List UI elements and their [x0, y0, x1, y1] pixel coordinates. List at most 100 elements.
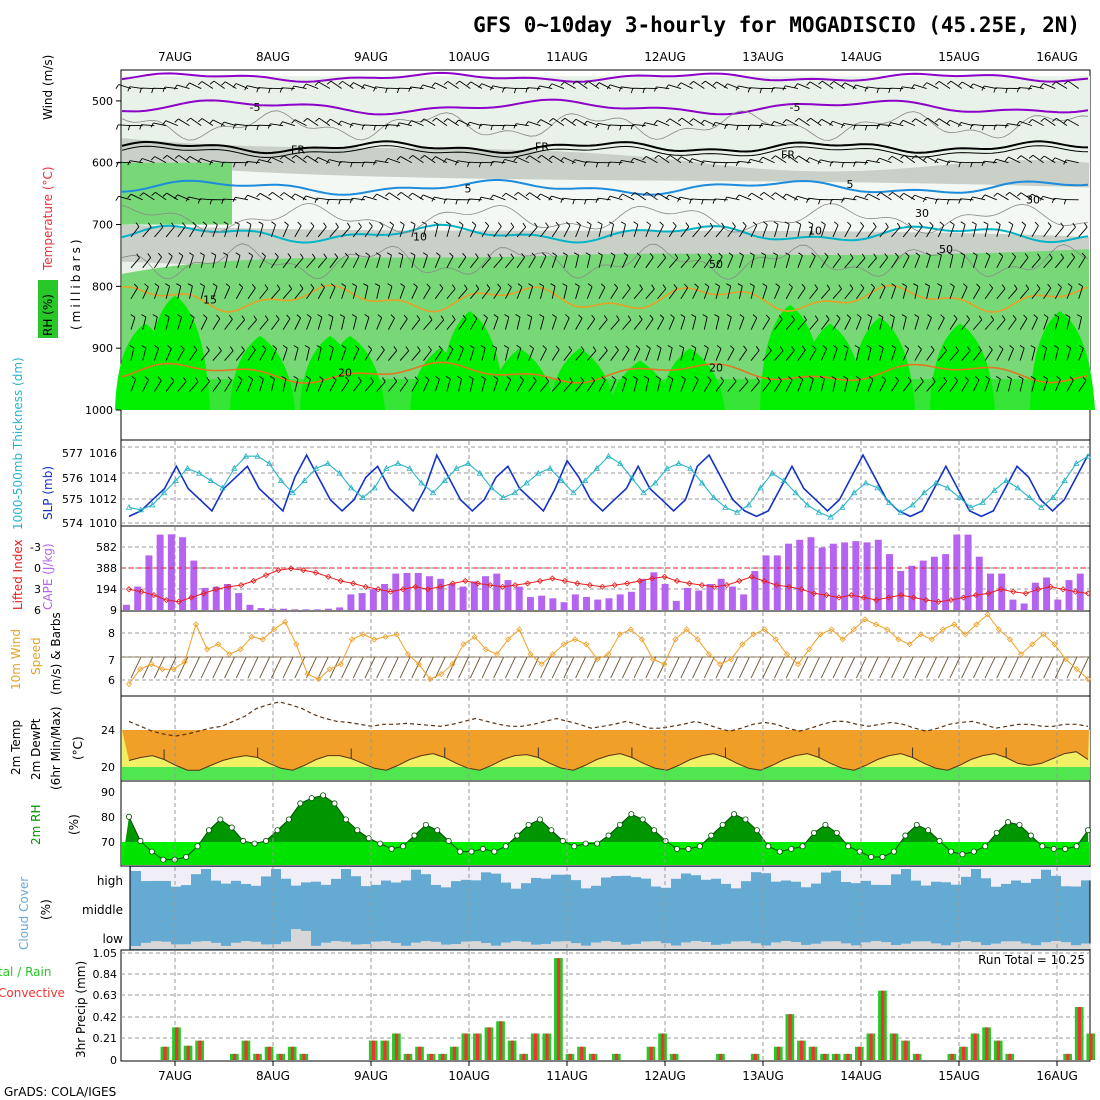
wind-barb [1019, 120, 1033, 127]
wind-barb [388, 192, 401, 201]
wind-barb-flag [525, 121, 529, 126]
wind-barb-flag [300, 253, 304, 259]
wind-barb [516, 286, 523, 299]
wind-barb-flag [410, 252, 416, 256]
wind-barb [528, 316, 533, 330]
wind-barb [716, 81, 728, 89]
temperature-contours [121, 71, 1089, 384]
wind-barb [247, 287, 256, 299]
wind-barb [458, 288, 468, 300]
wind-barb [516, 256, 526, 269]
wind-barb-flag [279, 192, 285, 197]
lifted-index-point [1010, 588, 1017, 595]
wind-barb [901, 86, 915, 89]
wind-barb-flag [404, 376, 409, 382]
wind-barb-flag [993, 158, 997, 164]
wind-barb-flag [1040, 117, 1045, 122]
thickness-point [991, 486, 998, 493]
rh2m-point [388, 845, 395, 852]
wind-barb [703, 226, 714, 238]
wind-barb [224, 255, 229, 268]
wind-barb-flag [150, 156, 156, 161]
thickness-point [862, 479, 869, 486]
wind-barb [622, 349, 630, 361]
wind-barb [259, 348, 267, 361]
wind-barb [658, 154, 670, 164]
wind-barb-flag [386, 252, 392, 256]
wind-barb-flag [755, 346, 760, 351]
wind-barb [551, 381, 562, 392]
wind-barb-flag [656, 345, 662, 349]
wind-barb-flag [548, 83, 553, 89]
wind-barb-flag [670, 314, 675, 319]
wind-barb-flag [338, 199, 341, 205]
wind-barb-flag [484, 221, 490, 227]
wind-barb [598, 379, 606, 392]
wind-barb-flag [876, 157, 880, 163]
wind-barb-flag [697, 253, 702, 258]
wind-barb-flag [217, 376, 222, 382]
wind-barb-flag [829, 199, 833, 205]
wind-barb-flag [806, 198, 809, 204]
wind-barb [972, 255, 978, 268]
wind-barb [155, 191, 167, 201]
wind-barb [481, 347, 486, 361]
pressure-grid [121, 441, 1090, 525]
wind-barb-flag [502, 125, 505, 131]
convective-bar [371, 1040, 376, 1060]
contour-label: FR [535, 140, 549, 153]
bottom-date-axis: 7AUG 8AUG 9AUG 10AUG 11AUG 12AUG 13AUG 14AUG 15A… [158, 1061, 1078, 1083]
wind-barb-flag [934, 198, 938, 204]
cloud-high [231, 867, 241, 881]
wind-barb [540, 193, 553, 201]
lifted-index-point [649, 575, 656, 582]
wind-speed-point [538, 661, 545, 668]
rh2m-point [445, 837, 452, 844]
wind-barb-flag [744, 377, 749, 382]
wind-barb-flag [607, 161, 610, 167]
lifted-index-point [1060, 586, 1067, 593]
wind-barb-flag [424, 376, 430, 381]
rh2m-point [411, 832, 418, 839]
date-label-bottom-11aug: 11AUG [546, 1069, 588, 1083]
convective-bar [1077, 1007, 1081, 1060]
wind-barb [247, 319, 257, 330]
wind-barb [750, 255, 755, 268]
cloud-low [861, 942, 871, 949]
wind-barb-flag [408, 192, 413, 197]
wind-barb [597, 197, 611, 201]
wind-barb-flag [199, 252, 205, 256]
date-label-bottom-13aug: 13AUG [742, 1069, 784, 1083]
wind-barb [469, 257, 479, 269]
wind-barb [668, 317, 675, 330]
wind-barb [879, 379, 887, 392]
surface-barb [727, 656, 739, 679]
cloud-high [931, 867, 941, 882]
wind-barb-flag [852, 195, 857, 201]
wind-barb [493, 347, 497, 361]
wind-barb-flag [958, 162, 961, 168]
convective-bar [244, 1040, 248, 1060]
wind-barb-flag [726, 314, 732, 318]
wind-barb-flag [688, 158, 693, 164]
cape-bar [246, 604, 254, 610]
wind-barb [235, 287, 244, 299]
rh2m-point [868, 853, 875, 860]
wind-barb [541, 154, 553, 164]
rh2m-point [605, 832, 612, 839]
cloud-low [781, 941, 791, 949]
wind-barb [328, 159, 342, 164]
wind-barb-flag [953, 314, 958, 320]
wind-barb [330, 118, 342, 127]
cloud-low [481, 943, 491, 949]
wind-barb-flag [654, 192, 659, 198]
wind-speed-point [828, 626, 835, 633]
wind-barb-flag [665, 118, 671, 123]
wind-barb-flag [861, 253, 866, 259]
wind-barb [995, 87, 1009, 89]
wind-barb [178, 154, 190, 164]
wind-barb [668, 288, 678, 299]
wind-barb-flag [562, 252, 568, 256]
wind-barb-flag [981, 161, 985, 167]
wind-barb-flag [876, 192, 881, 197]
